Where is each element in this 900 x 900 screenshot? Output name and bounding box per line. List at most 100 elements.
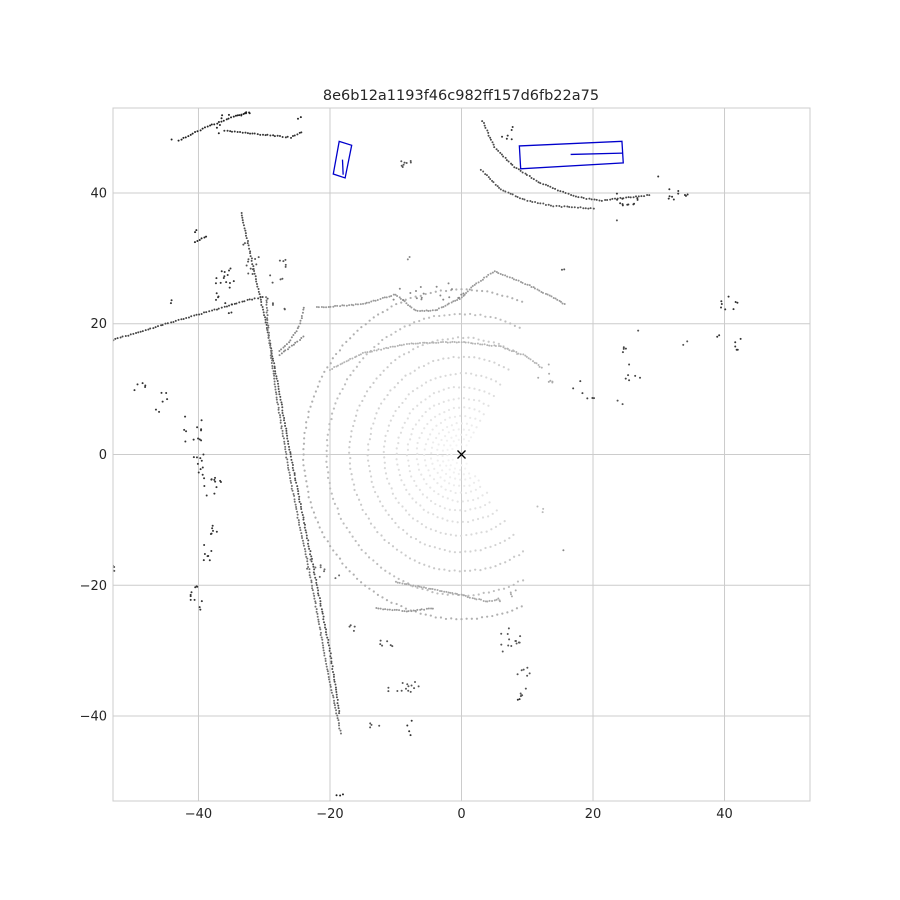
far-arc-point [383,296,386,299]
structure-point [276,401,279,404]
structure-point [331,665,334,668]
far-arc-point [423,341,426,344]
structure-point [487,131,490,134]
cluster-point [215,292,218,295]
structure-point [196,239,199,242]
far-arc-point [359,353,362,356]
cluster-point [516,673,519,676]
structure-point [339,732,342,735]
structure-point [335,693,338,696]
box-heading-line [570,152,623,156]
ground-ring-point [302,453,305,456]
ground-ring-point [492,341,495,344]
ground-ring-point [452,428,455,432]
ground-ring-point [434,529,437,533]
cluster-point [628,379,631,382]
ground-ring-point [361,508,364,512]
far-arc-point [391,345,394,348]
structure-point [265,306,268,309]
structure-point [325,665,328,668]
ground-ring-point [418,561,421,565]
structure-point [330,691,333,694]
x-tick-label: −20 [316,807,343,822]
ground-ring-point [334,402,337,405]
ground-ring-point [393,386,396,389]
far-arc-point [485,275,488,278]
far-arc-point [392,293,395,296]
ground-ring-point [404,298,407,301]
structure-point [249,132,252,135]
cluster-point [732,308,735,311]
ground-ring-point [448,416,451,419]
structure-point [495,148,498,151]
cluster-point [197,471,200,474]
ground-ring-point [415,484,418,487]
ground-ring-point [473,356,476,359]
ground-ring-point [419,294,422,297]
ground-ring-point [466,520,470,524]
ground-ring-point [464,550,467,553]
structure-point [296,133,299,136]
ground-ring-point [408,470,411,473]
structure-point [182,136,185,139]
structure-point [323,626,326,629]
structure-point [335,712,338,715]
cluster-point [215,486,218,489]
ground-ring-point [456,521,459,524]
structure-point [319,602,322,605]
ground-ring-point [446,448,449,451]
ground-ring-point [460,443,463,446]
ground-ring-point [448,468,451,471]
ground-ring-point [432,513,435,516]
structure-point [229,130,232,133]
ground-ring-point [402,528,405,532]
ground-ring-point [465,462,468,465]
ground-ring-point [354,539,357,543]
structure-point [303,548,306,551]
cluster-point [220,117,223,120]
ground-ring-point [369,432,372,436]
ground-ring-point [462,473,466,476]
ground-ring-point [491,512,494,515]
ground-ring-point [480,531,483,534]
structure-point [280,352,283,355]
structure-point [577,196,580,199]
ground-ring-point [364,323,367,326]
ground-ring-point [461,520,464,523]
far-arc-point [460,593,463,596]
ground-ring-point [385,477,389,480]
far-arc-point [464,594,467,597]
cluster-point [409,159,412,162]
ground-ring-point [477,497,480,500]
ground-ring-point [323,370,326,373]
far-arc-point [362,302,365,305]
ground-ring-point [350,430,353,433]
structure-point [579,206,582,209]
ground-ring-point [489,566,492,569]
far-arc-point [463,293,466,296]
y-tick-label: −20 [80,579,107,594]
structure-point [333,702,336,705]
ground-ring-point [355,577,359,580]
cluster-point [206,555,209,558]
structure-point [251,132,254,135]
structure-point [293,494,296,497]
ground-ring-point [436,454,439,457]
far-arc-point [431,587,434,590]
structure-point [189,133,192,136]
ground-ring-point [411,427,414,431]
cluster-point [144,386,147,389]
ground-ring-point [452,440,455,443]
structure-point [184,136,187,139]
ground-ring-point [351,478,354,481]
cluster-point [686,193,689,196]
cluster-point [410,719,413,722]
structure-point [507,160,510,163]
ground-ring-point [325,449,328,453]
far-arc-point [441,341,444,344]
ground-ring-point [432,404,436,407]
ground-ring-point [453,569,456,572]
cluster-point [724,308,727,311]
ground-ring-point [407,351,411,354]
cluster-point [203,552,206,555]
